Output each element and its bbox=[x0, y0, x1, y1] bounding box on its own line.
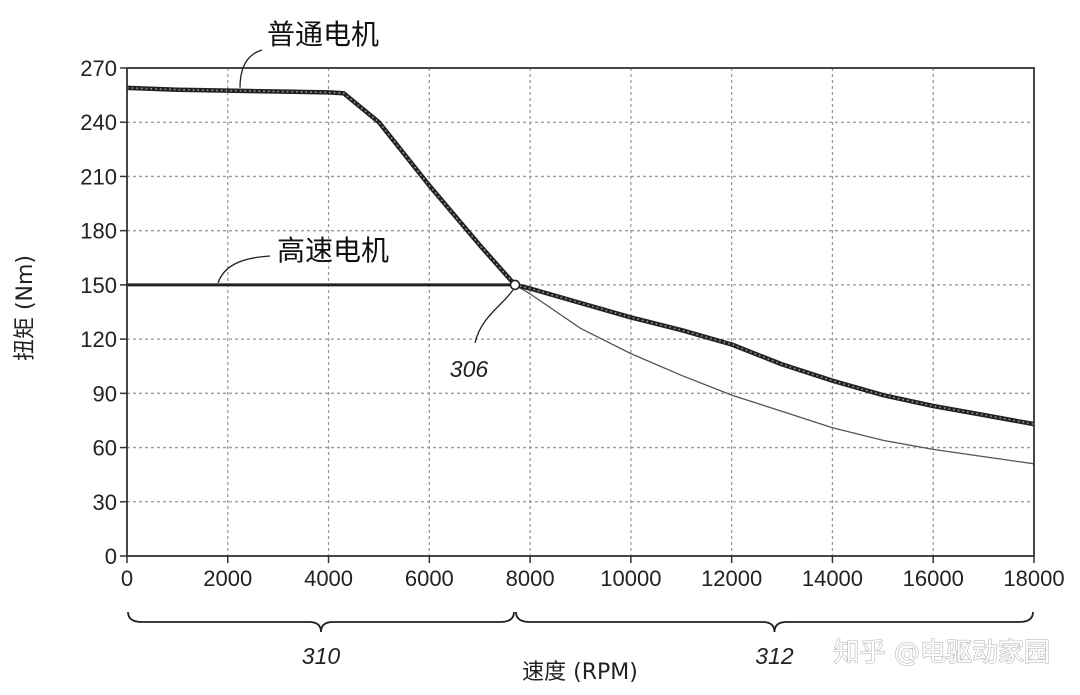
x-tick-labels: 0 2000 4000 6000 8000 10000 12000 14000 16000 180… bbox=[121, 566, 1065, 591]
y-tick-label: 210 bbox=[80, 164, 117, 189]
x-tick-label: 12000 bbox=[701, 566, 762, 591]
x-tick-label: 10000 bbox=[600, 566, 661, 591]
range-brace-312 bbox=[515, 611, 1034, 633]
x-tick-label: 6000 bbox=[405, 566, 454, 591]
y-axis-title: 扭矩 (Nm) bbox=[13, 255, 38, 361]
range-braces: 310 312 bbox=[127, 611, 1034, 669]
crossover-point bbox=[509, 279, 521, 291]
y-tick-label: 180 bbox=[80, 219, 117, 244]
series-leader-high-speed-motor bbox=[217, 255, 271, 284]
range-brace-310 bbox=[127, 611, 515, 633]
y-tick-label: 120 bbox=[80, 327, 117, 352]
x-tick-label: 4000 bbox=[304, 566, 353, 591]
x-tick-label: 0 bbox=[121, 566, 133, 591]
x-tick-label: 14000 bbox=[802, 566, 863, 591]
series-leader-ordinary-motor bbox=[239, 49, 263, 88]
x-tick-label: 16000 bbox=[903, 566, 964, 591]
x-tick-label: 18000 bbox=[1003, 566, 1064, 591]
range-label-310: 310 bbox=[302, 643, 341, 669]
y-tick-label: 60 bbox=[93, 436, 117, 461]
axes bbox=[120, 67, 1035, 563]
grid-lines bbox=[127, 68, 1034, 556]
annotation-306: 306 bbox=[450, 356, 489, 382]
series-label-ordinary-motor: 普通电机 bbox=[267, 18, 379, 51]
range-label-312: 312 bbox=[755, 643, 794, 669]
x-axis-title: 速度 (RPM) bbox=[522, 660, 638, 685]
y-tick-label: 30 bbox=[93, 490, 117, 515]
watermark: 知乎 @电驱动家园 bbox=[834, 638, 1050, 668]
series-line-ordinary-motor-dots bbox=[126, 87, 1035, 425]
y-tick-label: 240 bbox=[80, 110, 117, 135]
x-tick-label: 8000 bbox=[506, 566, 555, 591]
series-line-high-speed-motor bbox=[514, 284, 1035, 465]
y-tick-label: 270 bbox=[80, 56, 117, 81]
plot-frame bbox=[126, 67, 1035, 557]
y-tick-label: 90 bbox=[93, 381, 117, 406]
x-tick-label: 2000 bbox=[203, 566, 252, 591]
y-tick-label: 0 bbox=[105, 544, 117, 569]
y-tick-label: 150 bbox=[80, 273, 117, 298]
series-label-high-speed-motor: 高速电机 bbox=[277, 234, 389, 267]
y-tick-labels: 0 30 60 90 120 150 180 210 240 270 bbox=[80, 56, 117, 569]
series-layer bbox=[126, 85, 1035, 465]
annotation-leader-306 bbox=[474, 289, 514, 344]
